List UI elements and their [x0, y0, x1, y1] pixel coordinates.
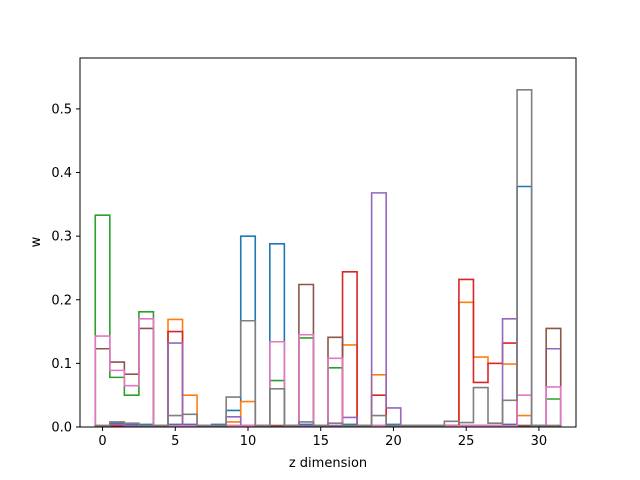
- series-4-step-line: [94, 270, 562, 427]
- y-axis: 0.0 0.1 0.2 0.3 0.4 0.5: [51, 102, 80, 436]
- y-tick-label: 0.0: [51, 421, 72, 436]
- y-tick-label: 0.3: [51, 230, 72, 245]
- series-4: [94, 270, 562, 427]
- y-axis-label: w: [29, 236, 44, 247]
- series-8: [94, 89, 562, 427]
- x-tick-label: 5: [171, 434, 179, 449]
- x-tick-label: 15: [312, 434, 329, 449]
- x-tick-label: 10: [240, 434, 257, 449]
- x-tick-label: 0: [98, 434, 106, 449]
- y-tick-label: 0.4: [51, 166, 72, 181]
- x-axis: 0 5 10 15 20 25 30: [98, 427, 547, 449]
- series-7-step-line: [94, 318, 562, 427]
- y-tick-label: 0.1: [51, 357, 72, 372]
- y-tick-label: 0.5: [51, 102, 72, 117]
- series-7: [94, 318, 562, 427]
- x-tick-label: 25: [458, 434, 475, 449]
- plot-frame: [79, 57, 577, 428]
- x-axis-label: z dimension: [289, 456, 367, 471]
- series-layer: [94, 89, 562, 427]
- x-tick-label: 20: [385, 434, 402, 449]
- y-tick-label: 0.2: [51, 293, 72, 308]
- x-tick-label: 30: [531, 434, 548, 449]
- series-8-step-line: [94, 89, 562, 427]
